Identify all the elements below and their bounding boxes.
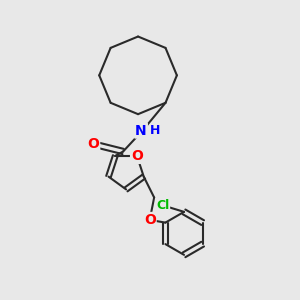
Text: O: O [144, 213, 156, 227]
Text: H: H [150, 124, 160, 137]
Text: N: N [135, 124, 147, 138]
Text: O: O [131, 149, 143, 163]
Text: Cl: Cl [156, 199, 169, 212]
Text: O: O [87, 137, 99, 151]
